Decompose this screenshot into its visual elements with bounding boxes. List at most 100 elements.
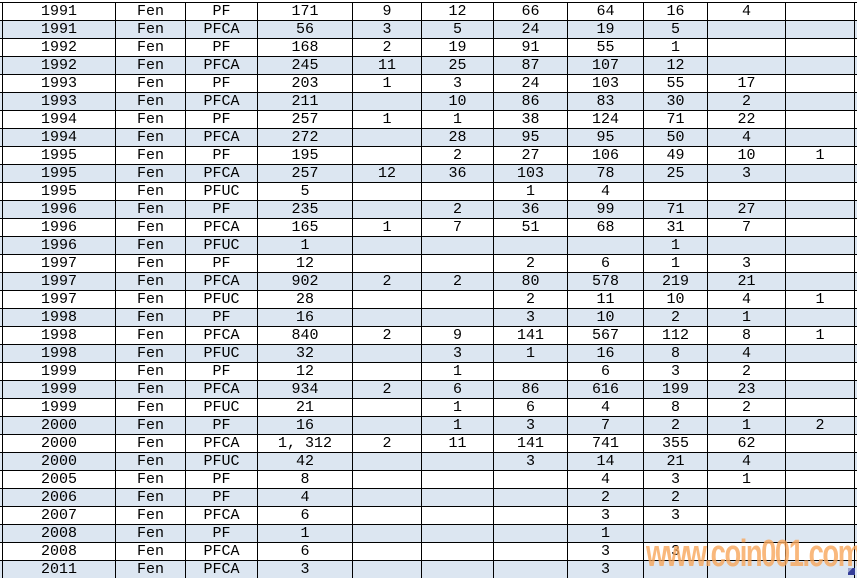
table-cell[interactable]: 2 (421, 147, 493, 164)
table-cell[interactable]: PFUC (185, 237, 257, 254)
table-cell[interactable]: 9 (421, 327, 493, 344)
table-cell[interactable]: 1, 312 (257, 435, 352, 452)
table-cell[interactable]: 2 (352, 381, 421, 398)
table-cell[interactable] (352, 93, 421, 110)
table-cell[interactable] (707, 525, 785, 542)
table-cell[interactable]: 16 (567, 345, 643, 362)
table-cell[interactable]: 245 (257, 57, 352, 74)
table-cell[interactable]: 2 (352, 273, 421, 290)
table-cell[interactable]: 1996 (2, 219, 115, 236)
table-cell[interactable]: 171 (257, 3, 352, 20)
table-cell[interactable] (352, 489, 421, 506)
table-cell[interactable]: 95 (567, 129, 643, 146)
table-cell[interactable] (421, 543, 493, 560)
table-cell[interactable]: 1992 (2, 39, 115, 56)
table-cell[interactable]: 4 (707, 453, 785, 470)
table-cell[interactable] (421, 471, 493, 488)
table-cell[interactable]: 1 (785, 147, 855, 164)
table-cell[interactable]: PFUC (185, 291, 257, 308)
table-cell[interactable]: 3 (493, 453, 567, 470)
table-cell[interactable]: PF (185, 3, 257, 20)
table-cell[interactable]: 2 (567, 489, 643, 506)
table-cell[interactable]: PFUC (185, 345, 257, 362)
table-cell[interactable]: PF (185, 39, 257, 56)
table-cell[interactable] (493, 525, 567, 542)
table-cell[interactable] (707, 507, 785, 524)
table-cell[interactable]: 36 (421, 165, 493, 182)
table-cell[interactable] (352, 543, 421, 560)
table-cell[interactable]: 8 (643, 399, 707, 416)
table-cell[interactable]: 12 (643, 57, 707, 74)
table-cell[interactable]: 103 (567, 75, 643, 92)
table-cell[interactable]: 1 (707, 471, 785, 488)
table-cell[interactable]: 91 (493, 39, 567, 56)
table-cell[interactable]: 14 (567, 453, 643, 470)
table-cell[interactable]: 1999 (2, 381, 115, 398)
table-cell[interactable]: 2 (707, 399, 785, 416)
table-cell[interactable]: 2 (643, 417, 707, 434)
table-cell[interactable]: 1 (643, 237, 707, 254)
table-cell[interactable]: 257 (257, 111, 352, 128)
table-cell[interactable]: 2 (352, 39, 421, 56)
table-cell[interactable] (785, 219, 855, 236)
table-cell[interactable] (493, 543, 567, 560)
table-cell[interactable]: 49 (643, 147, 707, 164)
table-cell[interactable] (352, 183, 421, 200)
table-cell[interactable]: 2 (707, 363, 785, 380)
table-cell[interactable]: 6 (567, 363, 643, 380)
table-cell[interactable]: 28 (421, 129, 493, 146)
table-cell[interactable]: 16 (257, 309, 352, 326)
table-cell[interactable]: 8 (643, 345, 707, 362)
table-cell[interactable] (421, 309, 493, 326)
table-cell[interactable]: 38 (493, 111, 567, 128)
table-cell[interactable] (785, 525, 855, 542)
table-cell[interactable]: PFCA (185, 165, 257, 182)
table-cell[interactable]: PF (185, 363, 257, 380)
table-cell[interactable]: Fen (115, 507, 185, 524)
table-cell[interactable]: 1 (257, 237, 352, 254)
table-cell[interactable]: 1996 (2, 201, 115, 218)
table-cell[interactable] (493, 363, 567, 380)
table-cell[interactable] (352, 471, 421, 488)
table-cell[interactable]: 3 (493, 417, 567, 434)
table-cell[interactable]: 10 (567, 309, 643, 326)
table-cell[interactable] (785, 345, 855, 362)
table-cell[interactable] (352, 525, 421, 542)
table-cell[interactable]: 3 (643, 363, 707, 380)
table-cell[interactable]: 23 (707, 381, 785, 398)
table-cell[interactable]: PFCA (185, 381, 257, 398)
table-cell[interactable]: 840 (257, 327, 352, 344)
table-cell[interactable]: 83 (567, 93, 643, 110)
table-cell[interactable]: Fen (115, 75, 185, 92)
table-cell[interactable] (707, 39, 785, 56)
table-cell[interactable] (785, 399, 855, 416)
table-cell[interactable] (707, 543, 785, 560)
table-cell[interactable]: 219 (643, 273, 707, 290)
table-cell[interactable] (707, 561, 785, 578)
table-cell[interactable]: PF (185, 489, 257, 506)
table-cell[interactable]: 1998 (2, 345, 115, 362)
table-cell[interactable]: 87 (493, 57, 567, 74)
table-cell[interactable]: 4 (707, 129, 785, 146)
table-cell[interactable]: 2 (785, 417, 855, 434)
table-cell[interactable]: 2 (643, 309, 707, 326)
table-cell[interactable] (352, 255, 421, 272)
table-cell[interactable]: 211 (257, 93, 352, 110)
table-cell[interactable]: Fen (115, 111, 185, 128)
table-cell[interactable]: 2007 (2, 507, 115, 524)
table-cell[interactable]: 5 (643, 21, 707, 38)
table-cell[interactable]: 3 (643, 471, 707, 488)
table-cell[interactable] (785, 543, 855, 560)
table-cell[interactable]: 11 (421, 435, 493, 452)
table-cell[interactable] (352, 399, 421, 416)
table-cell[interactable]: 2 (352, 327, 421, 344)
table-cell[interactable]: 3 (643, 507, 707, 524)
table-cell[interactable]: 1 (643, 255, 707, 272)
table-cell[interactable] (785, 111, 855, 128)
table-cell[interactable]: 1994 (2, 111, 115, 128)
table-cell[interactable]: 27 (707, 201, 785, 218)
table-cell[interactable]: 165 (257, 219, 352, 236)
table-cell[interactable]: 3 (707, 255, 785, 272)
table-cell[interactable] (352, 363, 421, 380)
table-cell[interactable]: 2 (643, 489, 707, 506)
